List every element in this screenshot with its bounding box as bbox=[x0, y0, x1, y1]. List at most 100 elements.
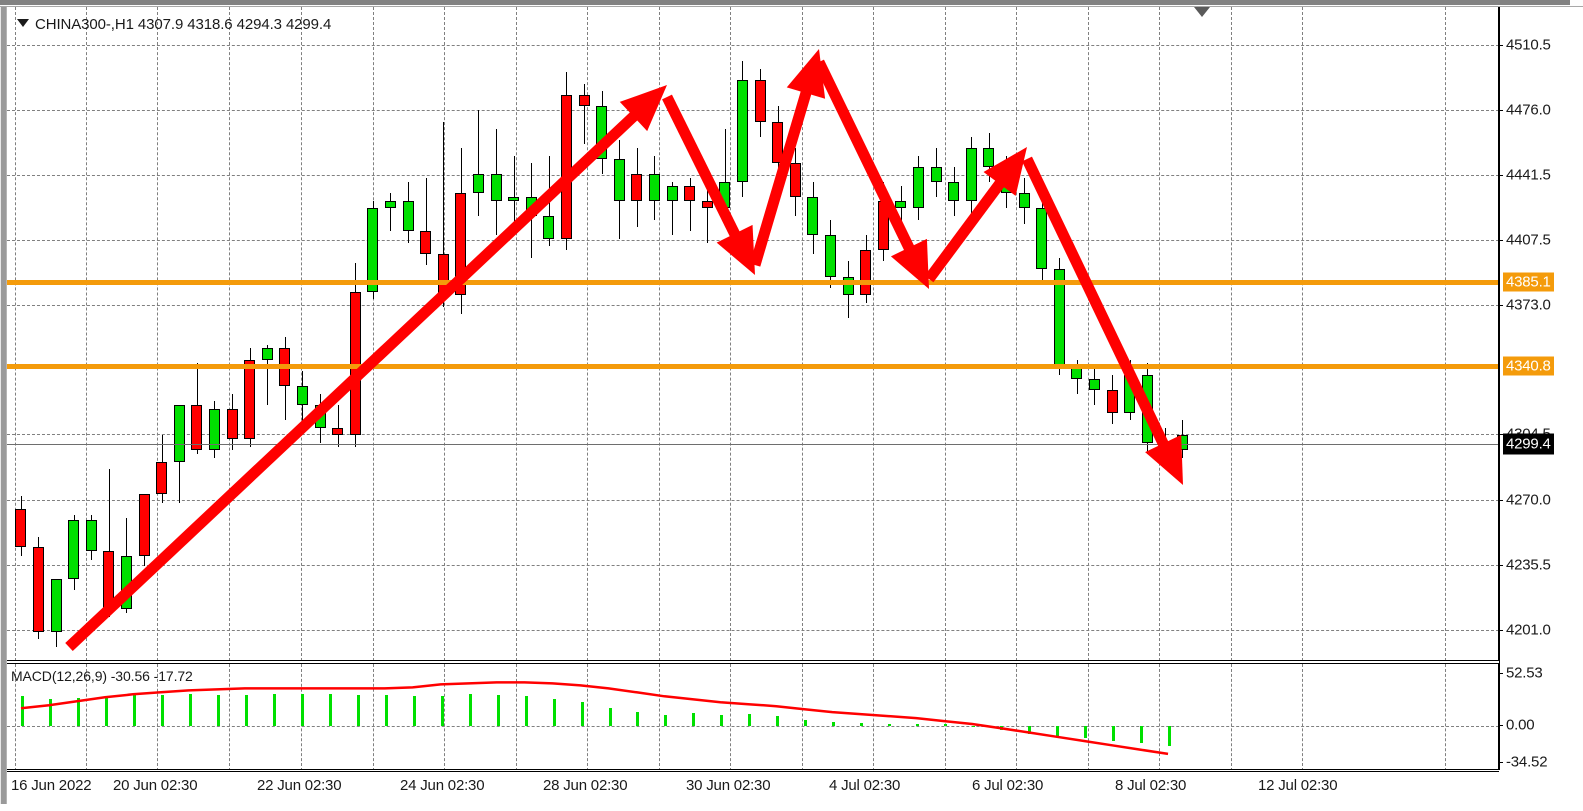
gridline-vertical bbox=[873, 664, 874, 769]
candle-body bbox=[438, 253, 449, 296]
macd-label: MACD(12,26,9) -30.56 -17.72 bbox=[11, 668, 193, 684]
gridline-vertical bbox=[229, 664, 230, 769]
candle-body bbox=[385, 200, 396, 209]
gridline-vertical bbox=[587, 664, 588, 769]
price-chart-pane[interactable]: CHINA300-,H1 4307.9 4318.6 4294.3 4299.4 bbox=[7, 7, 1499, 661]
macd-histogram-bar bbox=[972, 726, 975, 728]
candle-wick bbox=[707, 185, 708, 243]
last-price-badge: 4299.4 bbox=[1503, 433, 1554, 455]
gridline-vertical bbox=[802, 7, 803, 660]
candle-body bbox=[755, 79, 766, 122]
horizontal-scrollbar[interactable] bbox=[0, 0, 1583, 7]
candle-wick bbox=[514, 155, 515, 224]
price-level-line[interactable] bbox=[7, 280, 1498, 286]
macd-histogram-bar bbox=[525, 696, 528, 726]
macd-histogram-bar bbox=[301, 694, 304, 726]
vertical-scrollbar-thumb[interactable] bbox=[1, 7, 6, 804]
candle-body bbox=[772, 121, 783, 164]
gridline-vertical bbox=[444, 664, 445, 769]
candle-body bbox=[262, 348, 273, 360]
candle-body bbox=[667, 185, 678, 201]
candle-body bbox=[1036, 208, 1047, 269]
time-axis[interactable]: 16 Jun 2022 20 Jun 02:30 22 Jun 02:30 24 Ju… bbox=[7, 771, 1583, 804]
macd-histogram-bar bbox=[21, 696, 24, 726]
candle-body bbox=[684, 185, 695, 201]
gridline-horizontal bbox=[7, 499, 1498, 501]
gridline-vertical bbox=[1231, 664, 1232, 769]
price-level-label[interactable]: 4340.8 bbox=[1503, 356, 1554, 376]
gridline-vertical bbox=[15, 7, 16, 660]
gridline-vertical bbox=[945, 664, 946, 769]
macd-histogram-bar bbox=[497, 695, 500, 726]
macd-histogram-bar bbox=[161, 695, 164, 726]
vertical-scrollbar[interactable] bbox=[0, 7, 7, 804]
macd-axis-label: 52.53 bbox=[1506, 664, 1543, 682]
macd-histogram-bar bbox=[133, 694, 136, 726]
macd-histogram-bar bbox=[1140, 726, 1143, 744]
horizontal-scrollbar-thumb[interactable] bbox=[0, 0, 1570, 5]
macd-histogram-bar bbox=[916, 724, 919, 726]
macd-histogram-bar bbox=[692, 713, 695, 726]
gridline-horizontal bbox=[7, 434, 1498, 436]
macd-indicator-pane[interactable]: MACD(12,26,9) -30.56 -17.72 bbox=[7, 663, 1499, 770]
gridline-vertical bbox=[157, 7, 158, 660]
gridline-vertical bbox=[301, 7, 302, 660]
candle-body bbox=[719, 182, 730, 209]
gridline-horizontal bbox=[7, 239, 1498, 241]
gridline-vertical bbox=[1302, 7, 1303, 660]
time-axis-label: 28 Jun 02:30 bbox=[543, 777, 628, 794]
gridline-vertical bbox=[15, 664, 16, 769]
gridline-vertical bbox=[516, 7, 517, 660]
time-axis-label: 4 Jul 02:30 bbox=[829, 777, 901, 794]
gridline-vertical bbox=[1088, 664, 1089, 769]
time-axis-label: 16 Jun 2022 bbox=[11, 777, 92, 794]
axis-tick bbox=[1499, 175, 1503, 177]
axis-label: 4201.0 bbox=[1506, 621, 1551, 639]
candle-body bbox=[491, 174, 502, 201]
price-level-line[interactable] bbox=[7, 363, 1498, 369]
candle-body bbox=[33, 546, 44, 632]
axis-label: 4373.0 bbox=[1506, 296, 1551, 314]
gridline-vertical bbox=[1016, 7, 1017, 660]
macd-histogram-bar bbox=[1112, 726, 1115, 741]
candle-body bbox=[174, 405, 185, 462]
candle-wick bbox=[584, 83, 585, 145]
gridline-horizontal bbox=[7, 630, 1498, 631]
gridline-vertical bbox=[1445, 664, 1446, 769]
macd-axis-tick bbox=[1499, 725, 1503, 726]
candle-body bbox=[983, 148, 994, 167]
macd-histogram-bar bbox=[804, 720, 807, 726]
macd-signal-line bbox=[20, 681, 1169, 756]
gridline-vertical bbox=[86, 7, 87, 660]
gridline-horizontal bbox=[7, 564, 1498, 566]
macd-histogram-bar bbox=[609, 708, 612, 726]
candle-body bbox=[1089, 378, 1100, 390]
triangle-down-icon[interactable] bbox=[17, 19, 29, 27]
candle-body bbox=[561, 95, 572, 239]
gridline-vertical bbox=[373, 664, 374, 769]
macd-histogram-bar bbox=[441, 696, 444, 726]
last-price-line bbox=[7, 444, 1498, 445]
gridline-vertical bbox=[516, 664, 517, 769]
candle-body bbox=[1177, 435, 1188, 451]
gridline-vertical bbox=[1159, 7, 1160, 660]
candle-body bbox=[68, 520, 79, 579]
axis-tick bbox=[1499, 630, 1503, 631]
axis-label: 4235.5 bbox=[1506, 556, 1551, 574]
time-axis-line bbox=[7, 771, 1499, 772]
candle-body bbox=[15, 509, 26, 547]
macd-axis-label: 0.00 bbox=[1506, 716, 1535, 734]
axis-tick bbox=[1499, 110, 1503, 112]
axis-tick bbox=[1499, 304, 1503, 306]
price-level-label[interactable]: 4385.1 bbox=[1503, 272, 1554, 292]
gridline-vertical bbox=[1302, 664, 1303, 769]
macd-histogram-bar bbox=[77, 698, 80, 726]
candle-body bbox=[825, 234, 836, 277]
macd-histogram-bar bbox=[1000, 726, 1003, 731]
price-axis[interactable]: 4510.54476.04441.54407.54373.04304.54270… bbox=[1499, 7, 1583, 771]
gridline-vertical bbox=[1445, 7, 1446, 660]
candle-body bbox=[244, 359, 255, 440]
candle-body bbox=[1001, 166, 1012, 194]
axis-label: 4476.0 bbox=[1506, 101, 1551, 119]
